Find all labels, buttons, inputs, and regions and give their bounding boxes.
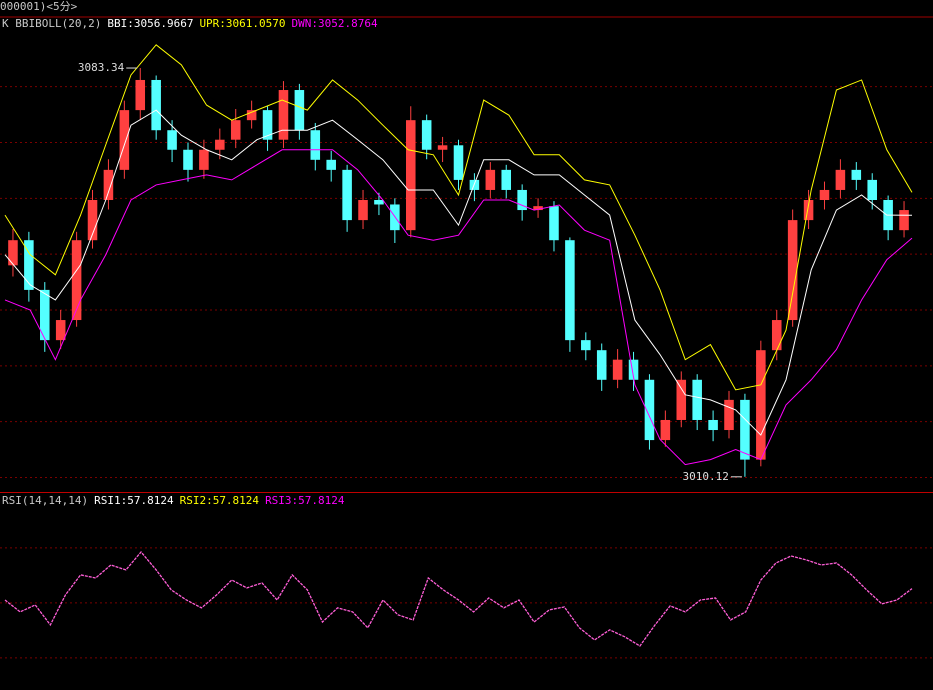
band-line [4,44,913,391]
candle-body [230,120,241,140]
candle-body [8,240,18,266]
candle-body [851,169,862,180]
candle-body [740,399,750,460]
candle-body [135,79,146,111]
candle-body [405,120,416,231]
candle-body [676,379,687,420]
candle-body [87,200,98,241]
candle-body [24,240,34,290]
candle-body [183,149,193,170]
candle-body [581,340,591,351]
candle-body [517,189,527,211]
candle-body [71,240,82,321]
rsi-line [4,550,913,647]
candle-body [692,379,702,420]
candle-body [246,110,257,121]
candle-body [660,419,671,441]
candle-body [867,179,877,201]
annotation-label: 3010.12 [683,470,729,483]
candle-body [819,189,830,201]
candle-body [326,159,336,170]
candle-body [756,350,766,460]
candle-body [374,200,384,205]
candle-body [294,90,305,131]
candle-body [771,320,782,351]
candle-body [151,79,161,131]
candle-body [119,110,130,170]
legend-entry: DWN:3052.8764 [292,17,378,30]
candle-body [421,120,432,150]
candle-body [262,110,273,140]
candle-body [501,169,512,190]
band-line [4,149,913,466]
candle-body [310,130,321,160]
legend-entry: UPR:3061.0570 [199,17,285,30]
candle-body [565,240,575,341]
legend-entry: BBI:3056.9667 [107,17,193,30]
candle-body [485,169,496,190]
candle-body [724,399,734,431]
annotation-label: 3083.34 [78,61,125,74]
candle-body [803,200,814,221]
band-line [4,109,913,436]
candle-body [278,90,289,140]
candle-body [342,169,352,221]
legend-entry: RSI3:57.8124 [265,494,345,507]
candle-body [644,379,655,441]
candle-body [899,210,909,231]
candle-body [612,359,623,380]
chart-title: 000001)<5分> [0,0,78,13]
candle-body [167,130,177,150]
candle-body [199,149,209,170]
candle-body [549,206,559,241]
candle-body [835,169,846,190]
candle-body [787,220,798,321]
candle-body [533,206,543,211]
candle-body [437,145,448,150]
legend-entry: RSI2:57.8124 [180,494,260,507]
indicator-name: RSI(14,14,14) [2,494,88,507]
legend-entry: RSI1:57.8124 [94,494,174,507]
candle-body [55,320,66,341]
candle-body [596,350,607,380]
candle-body [708,419,718,431]
candle-body [628,359,639,380]
candle-body [358,200,368,221]
candle-body [40,289,50,341]
candle-body [103,169,114,201]
candle-body [453,145,464,180]
indicator-name: K BBIBOLL(20,2) [2,17,101,30]
candle-body [215,139,225,150]
